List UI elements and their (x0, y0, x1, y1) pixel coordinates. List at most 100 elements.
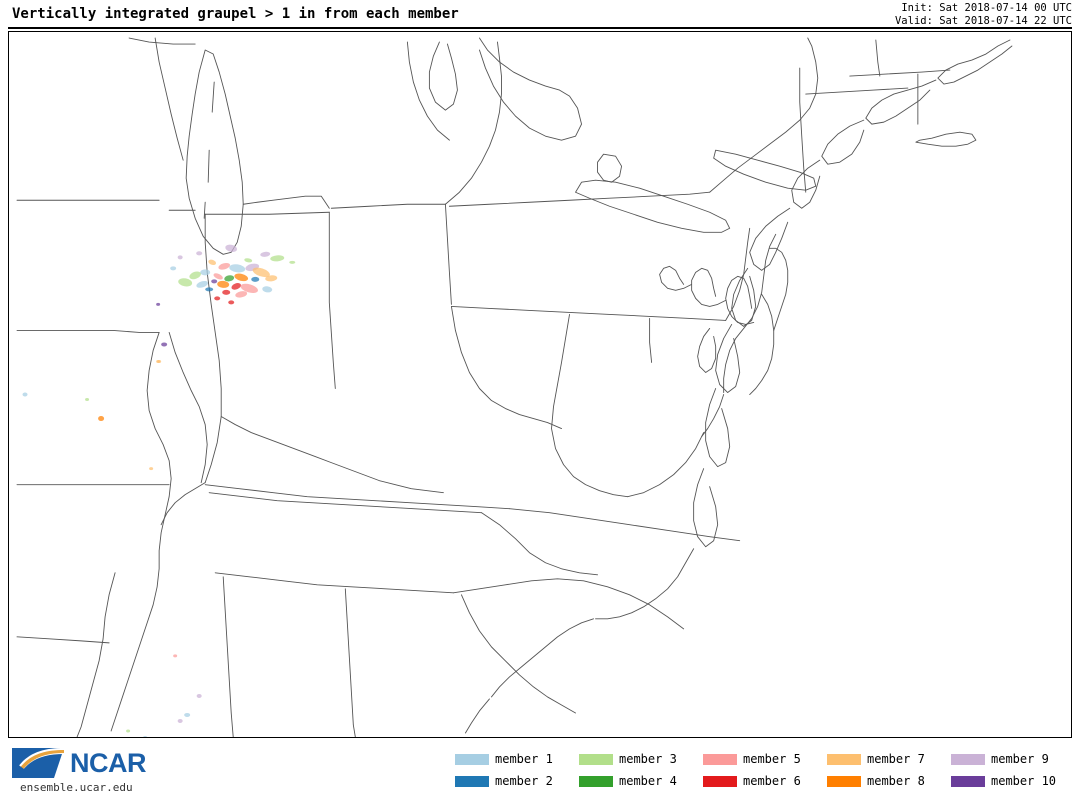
legend-swatch (951, 754, 985, 765)
legend-swatch (703, 776, 737, 787)
ensemble-blob-member-10 (161, 342, 168, 347)
legend-item[interactable]: member 5 (703, 750, 827, 770)
init-time-label: Init: Sat 2018-07-14 00 UTC (901, 2, 1072, 14)
legend-label: member 4 (619, 774, 677, 788)
legend-column-5: member 9 member 10 (951, 750, 1075, 794)
state-line-ky-tn (208, 492, 482, 514)
map-panel[interactable] (8, 31, 1072, 738)
ncar-url: ensemble.ucar.edu (20, 781, 133, 794)
legend-column-3: member 5 member 6 (703, 750, 827, 794)
ensemble-blob-member-9 (196, 251, 203, 256)
ensemble-blob-member-3 (270, 255, 285, 262)
legend-column-2: member 3 member 4 (579, 750, 703, 794)
state-line-mi-oh-e (444, 41, 502, 205)
state-line-ny-n (709, 37, 819, 193)
state-line-ia-mo (16, 329, 160, 333)
ensemble-blob-member-1 (184, 712, 191, 717)
ensemble-blob-member-9 (177, 255, 183, 260)
ensemble-blob-member-1 (200, 269, 211, 276)
state-line-wv-va (551, 313, 629, 498)
state-line-al-ms (222, 576, 234, 737)
state-line-ga-al (344, 588, 356, 737)
state-michigan-lp (242, 195, 330, 209)
ensemble-blob-member-3 (244, 258, 253, 263)
river-mississippi (110, 331, 172, 732)
lake-huron (428, 41, 458, 111)
chesapeake-bay (659, 233, 777, 438)
state-line-oh-pa (444, 203, 452, 305)
ensemble-blob-member-6 (228, 300, 235, 305)
ensemble-blob-member-6 (231, 283, 241, 290)
ensemble-blob-member-1 (142, 735, 148, 737)
legend-label: member 5 (743, 752, 801, 766)
long-island (915, 131, 977, 147)
legend-column-1: member 1 member 2 (455, 750, 579, 794)
state-line-mi-n (406, 41, 450, 141)
state-line-oh-river (220, 416, 444, 494)
lake-ontario (713, 149, 817, 191)
ensemble-blob-member-3 (189, 271, 201, 280)
state-line-tn-ga-al (214, 572, 454, 594)
state-line-md-pa-w (649, 317, 653, 363)
legend-item[interactable]: member 4 (579, 772, 703, 792)
legend-column-4: member 7 member 8 (827, 750, 951, 794)
ncar-logo[interactable]: NCAR ensemble.ucar.edu (8, 746, 198, 796)
lake-michigan (185, 49, 244, 255)
lake-superior (128, 37, 196, 45)
legend-item[interactable]: member 10 (951, 772, 1075, 792)
legend-label: member 7 (867, 752, 925, 766)
state-line-pa-ny (448, 191, 711, 207)
legend-swatch (827, 776, 861, 787)
legend-label: member 9 (991, 752, 1049, 766)
lake-st-clair (597, 153, 623, 183)
legend-label: member 10 (991, 774, 1057, 788)
ensemble-blob-member-5 (173, 654, 178, 658)
ensemble-blob-layer (22, 244, 296, 737)
legend-item[interactable]: member 7 (827, 750, 951, 770)
ncar-logo-mark (12, 748, 64, 778)
legend-item[interactable]: member 1 (455, 750, 579, 770)
page-title: Vertically integrated graupel > 1 in fro… (12, 6, 459, 22)
state-line-va-nc (509, 508, 741, 542)
ensemble-blob-member-7 (208, 259, 217, 266)
legend-item[interactable]: member 2 (455, 772, 579, 792)
state-line-ms-w (76, 572, 116, 737)
state-line-il-in-top (204, 211, 330, 215)
ensemble-blob-member-1 (229, 264, 246, 273)
valid-time-label: Valid: Sat 2018-07-14 22 UTC (894, 14, 1072, 27)
legend-label: member 6 (743, 774, 801, 788)
ensemble-blob-member-9 (177, 718, 183, 723)
legend-item[interactable]: member 3 (579, 750, 703, 770)
atlantic-coastline (464, 39, 1013, 734)
forecast-timestamps: Init: Sat 2018-07-14 00 UTC Valid: Sat 2… (895, 2, 1072, 27)
state-line-ar-la (16, 636, 110, 644)
state-line-nc-sc (452, 578, 685, 630)
legend-swatch (951, 776, 985, 787)
state-line-tn-nc (480, 512, 599, 576)
ncar-wordmark: NCAR (70, 748, 147, 778)
legend-swatch (579, 776, 613, 787)
ensemble-blob-member-1 (22, 392, 28, 397)
ensemble-blob-member-7 (252, 267, 270, 278)
ensemble-blob-member-2 (205, 287, 214, 292)
ensemble-blob-member-9 (260, 251, 271, 257)
state-line-mo-il (168, 331, 208, 484)
legend-swatch (703, 754, 737, 765)
state-line-oh-mi (330, 203, 446, 209)
legend-item[interactable]: member 8 (827, 772, 951, 792)
legend-swatch (455, 776, 489, 787)
lake-huron-east (478, 37, 582, 141)
ensemble-blob-member-7 (149, 467, 154, 471)
legend-item[interactable]: member 9 (951, 750, 1075, 770)
state-line-vt-nh (875, 39, 881, 77)
legend-swatch (827, 754, 861, 765)
legend-label: member 2 (495, 774, 553, 788)
legend-item[interactable]: member 6 (703, 772, 827, 792)
ensemble-blob-member-1 (196, 280, 208, 288)
ensemble-blob-member-6 (214, 296, 221, 301)
chart-header: Vertically integrated graupel > 1 in fro… (0, 0, 1080, 30)
legend-label: member 3 (619, 752, 677, 766)
state-line-ma-ct (849, 69, 951, 77)
header-divider (8, 27, 1072, 29)
state-line-ky-il-river (160, 482, 206, 526)
